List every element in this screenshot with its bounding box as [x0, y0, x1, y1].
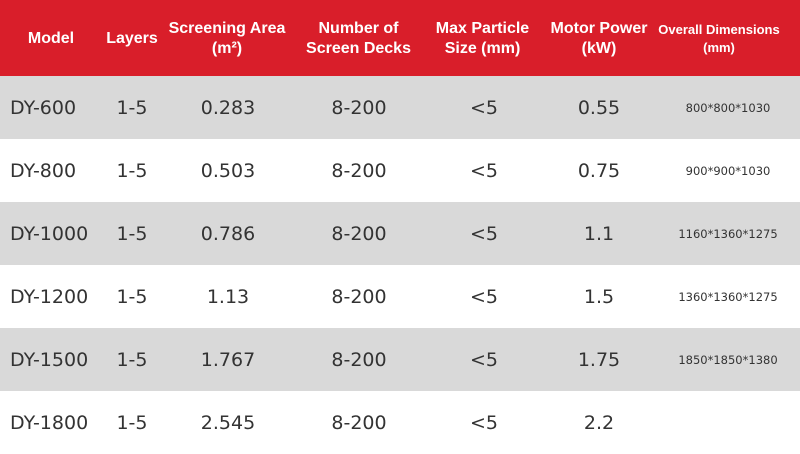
table-row: DY-600 1-5 0.283 8-200 <5 0.55 800*800*1030	[0, 76, 800, 139]
header-screen-decks-line2: Screen Decks	[306, 40, 411, 57]
cell-screening-area: 1.767	[200, 348, 256, 371]
cell-model: DY-1500	[10, 348, 89, 371]
cell-motor-power: 2.2	[583, 411, 615, 434]
cell-screening-area: 2.545	[200, 411, 256, 434]
cell-screen-decks: 8-200	[331, 222, 387, 245]
header-model: Model	[0, 27, 102, 49]
header-motor-power-line1: Motor Power	[550, 20, 648, 37]
table-row: DY-1500 1-5 1.767 8-200 <5 1.75 1850*1850*1380	[0, 328, 800, 391]
header-screening-area-line1: Screening Area	[168, 20, 286, 37]
header-layers-label: Layers	[106, 30, 158, 47]
header-screening-area: Screening Area (m²)	[162, 17, 292, 59]
cell-screen-decks: 8-200	[331, 348, 387, 371]
cell-max-particle: <5	[469, 411, 498, 434]
cell-model: DY-600	[10, 96, 77, 119]
cell-layers: 1-5	[116, 222, 148, 245]
cell-screening-area: 0.283	[200, 96, 256, 119]
table-row: DY-1000 1-5 0.786 8-200 <5 1.1 1160*1360*1275	[0, 202, 800, 265]
cell-layers: 1-5	[116, 285, 148, 308]
cell-screening-area: 0.786	[200, 222, 256, 245]
header-model-label: Model	[27, 30, 75, 47]
header-overall-dimensions: Overall Dimensions (mm)	[658, 19, 780, 57]
cell-model: DY-1000	[10, 222, 89, 245]
cell-max-particle: <5	[469, 222, 498, 245]
cell-motor-power: 1.75	[577, 348, 621, 371]
cell-motor-power: 1.1	[583, 222, 615, 245]
cell-max-particle: <5	[469, 285, 498, 308]
header-max-particle-line2: Size (mm)	[444, 40, 521, 57]
header-motor-power: Motor Power (kW)	[540, 17, 658, 59]
cell-layers: 1-5	[116, 159, 148, 182]
cell-overall-dimensions: 1160*1360*1275	[678, 226, 778, 241]
cell-max-particle: <5	[469, 348, 498, 371]
header-screen-decks-line1: Number of	[318, 20, 399, 37]
header-overall-dimensions-line2: (mm)	[703, 40, 735, 55]
cell-motor-power: 1.5	[583, 285, 615, 308]
cell-overall-dimensions: 1850*1850*1380	[678, 352, 778, 367]
cell-layers: 1-5	[116, 348, 148, 371]
cell-overall-dimensions: 1360*1360*1275	[678, 289, 778, 304]
header-max-particle: Max Particle Size (mm)	[425, 17, 540, 59]
cell-screen-decks: 8-200	[331, 285, 387, 308]
header-max-particle-line1: Max Particle	[435, 20, 530, 37]
table-body: DY-600 1-5 0.283 8-200 <5 0.55 800*800*1030 DY-…	[0, 76, 800, 454]
cell-screening-area: 0.503	[200, 159, 256, 182]
cell-overall-dimensions: 900*900*1030	[685, 163, 771, 178]
header-screening-area-line2: (m²)	[211, 40, 243, 57]
header-layers: Layers	[102, 27, 162, 49]
cell-motor-power: 0.55	[577, 96, 621, 119]
cell-screening-area: 1.13	[206, 285, 250, 308]
cell-screen-decks: 8-200	[331, 411, 387, 434]
cell-max-particle: <5	[469, 96, 498, 119]
cell-motor-power: 0.75	[577, 159, 621, 182]
header-motor-power-line2: (kW)	[581, 40, 617, 57]
cell-screen-decks: 8-200	[331, 96, 387, 119]
cell-overall-dimensions: 800*800*1030	[685, 100, 771, 115]
cell-max-particle: <5	[469, 159, 498, 182]
cell-model: DY-1800	[10, 411, 89, 434]
table-header: Model Layers Screening Area (m²) Number …	[0, 0, 800, 76]
cell-layers: 1-5	[116, 96, 148, 119]
table-row: DY-1800 1-5 2.545 8-200 <5 2.2	[0, 391, 800, 454]
table-row: DY-800 1-5 0.503 8-200 <5 0.75 900*900*1030	[0, 139, 800, 202]
header-overall-dimensions-line1: Overall Dimensions	[658, 22, 780, 37]
cell-layers: 1-5	[116, 411, 148, 434]
cell-model: DY-1200	[10, 285, 89, 308]
cell-model: DY-800	[10, 159, 77, 182]
cell-screen-decks: 8-200	[331, 159, 387, 182]
header-screen-decks: Number of Screen Decks	[292, 17, 425, 59]
table-row: DY-1200 1-5 1.13 8-200 <5 1.5 1360*1360*1275	[0, 265, 800, 328]
